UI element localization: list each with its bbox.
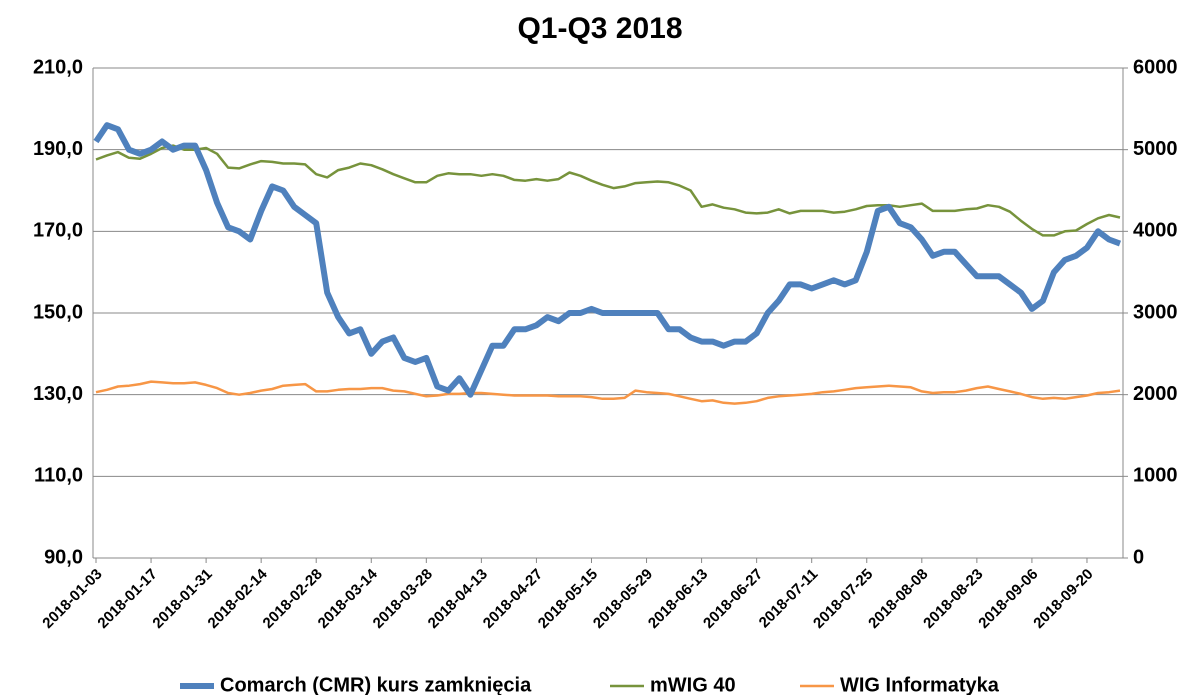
series-line <box>95 380 1121 405</box>
y-tick-label: 110,0 <box>34 465 83 487</box>
y2-tick-label: 4000 <box>1133 220 1178 242</box>
y-tick-label: 90,0 <box>44 546 83 568</box>
y2-tick-label: 3000 <box>1133 301 1178 323</box>
x-tick-label: 2018-09-20 <box>1030 566 1096 632</box>
legend-label: mWIG 40 <box>650 674 736 695</box>
chart-title: Q1-Q3 2018 <box>517 12 682 45</box>
legend-label: WIG Informatyka <box>840 674 1000 695</box>
y2-tick-label: 6000 <box>1133 56 1178 78</box>
y-tick-label: 150,0 <box>33 301 83 323</box>
y2-tick-label: 5000 <box>1133 138 1178 160</box>
y2-tick-label: 2000 <box>1133 383 1178 405</box>
y-tick-label: 210,0 <box>33 56 83 78</box>
legend-label: Comarch (CMR) kurs zamknięcia <box>220 674 532 695</box>
y-tick-label: 130,0 <box>33 383 83 405</box>
series-line <box>95 144 1121 237</box>
y2-tick-label: 1000 <box>1133 465 1178 487</box>
series-line <box>93 122 1122 398</box>
y-tick-label: 190,0 <box>33 138 83 160</box>
x-tick-label: 2018-06-27 <box>700 566 766 632</box>
y-tick-label: 170,0 <box>33 220 83 242</box>
y2-tick-label: 0 <box>1133 546 1144 568</box>
